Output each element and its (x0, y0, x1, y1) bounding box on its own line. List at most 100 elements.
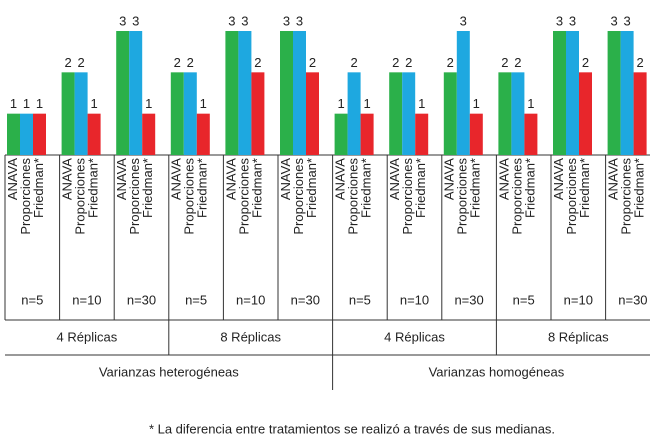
bar (33, 113, 46, 155)
value-label: 1 (90, 96, 97, 111)
series-label: Proporciones (509, 158, 524, 235)
bar (524, 113, 538, 155)
bar (251, 72, 265, 155)
value-label: 3 (228, 13, 235, 28)
value-label: 2 (636, 55, 643, 70)
series-label: Proporciones (400, 158, 415, 235)
series-label: ANAVA (442, 158, 457, 200)
value-label: 1 (200, 96, 207, 111)
series-label: Friedman* (86, 158, 101, 218)
value-label: 1 (418, 96, 425, 111)
bar (511, 72, 525, 155)
x-tick-label: n=30 (127, 292, 156, 307)
bar (607, 31, 621, 155)
series-label: Proporciones (236, 158, 251, 235)
x-tick-label: n=30 (454, 292, 483, 307)
group-label: 8 Réplicas (220, 329, 281, 344)
value-label: 2 (405, 55, 412, 70)
group-label: 8 Réplicas (548, 329, 609, 344)
series-label: Friedman* (140, 158, 155, 218)
group-label: Varianzas homogéneas (429, 364, 565, 379)
series-label: ANAVA (333, 158, 348, 200)
x-tick-label: n=5 (513, 292, 535, 307)
bar (415, 113, 429, 155)
bar (579, 72, 592, 155)
bar (566, 31, 579, 155)
series-label: Friedman* (522, 158, 537, 218)
bar (74, 72, 88, 155)
series-label: Friedman* (468, 158, 483, 218)
group-label: 4 Réplicas (384, 329, 445, 344)
series-label: Proporciones (291, 158, 306, 235)
bar (280, 31, 293, 155)
bar (402, 72, 416, 155)
series-label: Proporciones (73, 158, 88, 235)
x-tick-label: n=30 (291, 292, 320, 307)
series-label: Proporciones (182, 158, 197, 235)
x-tick-label: n=10 (564, 292, 593, 307)
bar (293, 31, 306, 155)
value-label: 3 (132, 13, 139, 28)
value-label: 3 (556, 13, 563, 28)
value-label: 1 (527, 96, 534, 111)
series-label: Friedman* (304, 158, 319, 218)
value-label: 2 (350, 55, 357, 70)
value-label: 2 (514, 55, 521, 70)
x-tick-label: n=5 (185, 292, 207, 307)
bar (334, 113, 348, 155)
value-label: 2 (254, 55, 261, 70)
x-tick-label: n=10 (72, 292, 101, 307)
x-tick-label: n=5 (21, 292, 43, 307)
series-label: ANAVA (496, 158, 511, 200)
bar (443, 72, 457, 155)
bar (469, 113, 483, 155)
value-label: 3 (296, 13, 303, 28)
group-label: 4 Réplicas (57, 329, 118, 344)
series-label: Friedman* (249, 158, 264, 218)
bar (170, 72, 184, 155)
value-label: 3 (610, 13, 617, 28)
bar (87, 113, 101, 155)
series-label: Friedman* (359, 158, 374, 218)
series-label: Friedman* (413, 158, 428, 218)
group-label: Varianzas heterogéneas (99, 364, 239, 379)
bar (129, 31, 143, 155)
value-label: 1 (36, 96, 43, 111)
bar (553, 31, 566, 155)
x-tick-label: n=10 (236, 292, 265, 307)
series-label: ANAVA (551, 158, 566, 200)
value-label: 2 (501, 55, 508, 70)
series-label: ANAVA (387, 158, 402, 200)
x-tick-label: n=5 (349, 292, 371, 307)
value-label: 3 (623, 13, 630, 28)
bar (183, 72, 197, 155)
series-label: ANAVA (278, 158, 293, 200)
bar (306, 72, 319, 155)
bar (360, 113, 374, 155)
value-label: 3 (119, 13, 126, 28)
bar (389, 72, 403, 155)
x-tick-label: n=30 (618, 292, 647, 307)
series-label: Proporciones (127, 158, 142, 235)
series-label: Proporciones (455, 158, 470, 235)
value-label: 3 (460, 13, 467, 28)
value-label: 3 (283, 13, 290, 28)
series-label: Proporciones (18, 158, 33, 235)
series-label: Proporciones (619, 158, 634, 235)
series-label: Friedman* (31, 158, 46, 218)
series-label: ANAVA (606, 158, 621, 200)
x-tick-label: n=10 (400, 292, 429, 307)
value-label: 1 (23, 96, 30, 111)
bar (498, 72, 512, 155)
series-label: Friedman* (632, 158, 647, 218)
bar (116, 31, 130, 155)
bar (238, 31, 252, 155)
series-label: Friedman* (195, 158, 210, 218)
value-label: 1 (473, 96, 480, 111)
value-label: 2 (582, 55, 589, 70)
series-label: ANAVA (114, 158, 129, 200)
value-label: 2 (309, 55, 316, 70)
series-label: Friedman* (577, 158, 592, 218)
value-label: 2 (392, 55, 399, 70)
